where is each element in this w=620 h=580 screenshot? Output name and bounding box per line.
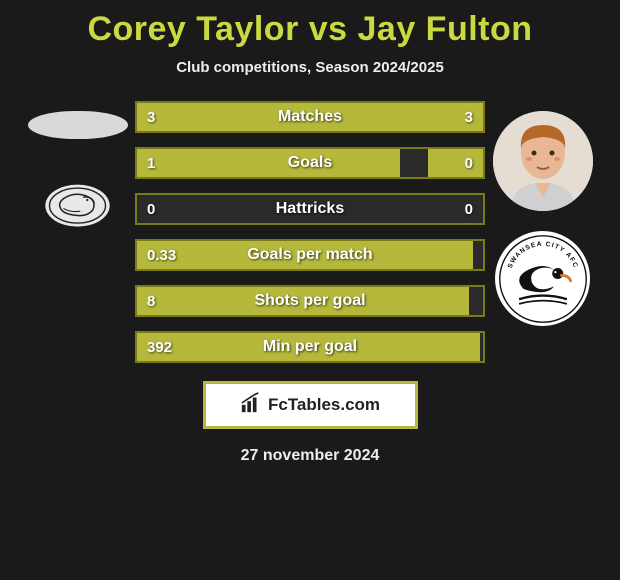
- club-badge-left: [30, 159, 125, 254]
- stat-value-right: 3: [465, 109, 473, 126]
- stat-label: Matches: [137, 108, 483, 126]
- stat-value-right: 0: [465, 201, 473, 218]
- stat-label: Goals: [137, 154, 483, 172]
- stat-bar: 3Matches3: [135, 101, 485, 133]
- stat-bar: 392Min per goal: [135, 331, 485, 363]
- stat-bar: 0.33Goals per match: [135, 239, 485, 271]
- stat-label: Goals per match: [137, 246, 483, 264]
- stat-bar: 1Goals0: [135, 147, 485, 179]
- comparison-container: 3Matches31Goals00Hattricks00.33Goals per…: [0, 101, 620, 363]
- player-avatar-left: [28, 111, 128, 139]
- club-badge-right: SWANSEA CITY AFC: [495, 231, 590, 326]
- brand-badge[interactable]: FcTables.com: [203, 381, 418, 429]
- stat-bar: 8Shots per goal: [135, 285, 485, 317]
- player-avatar-right: [493, 111, 593, 211]
- stats-bars: 3Matches31Goals00Hattricks00.33Goals per…: [135, 101, 485, 363]
- stat-bar: 0Hattricks0: [135, 193, 485, 225]
- stat-label: Hattricks: [137, 200, 483, 218]
- right-player-column: SWANSEA CITY AFC: [485, 101, 600, 326]
- stat-label: Shots per goal: [137, 292, 483, 310]
- stat-label: Min per goal: [137, 338, 483, 356]
- footer-date: 27 november 2024: [0, 447, 620, 465]
- stat-value-right: 0: [465, 155, 473, 172]
- page-title: Corey Taylor vs Jay Fulton: [0, 0, 620, 49]
- brand-text: FcTables.com: [268, 395, 380, 415]
- chart-icon: [240, 392, 262, 419]
- subtitle: Club competitions, Season 2024/2025: [0, 59, 620, 76]
- left-player-column: [20, 101, 135, 254]
